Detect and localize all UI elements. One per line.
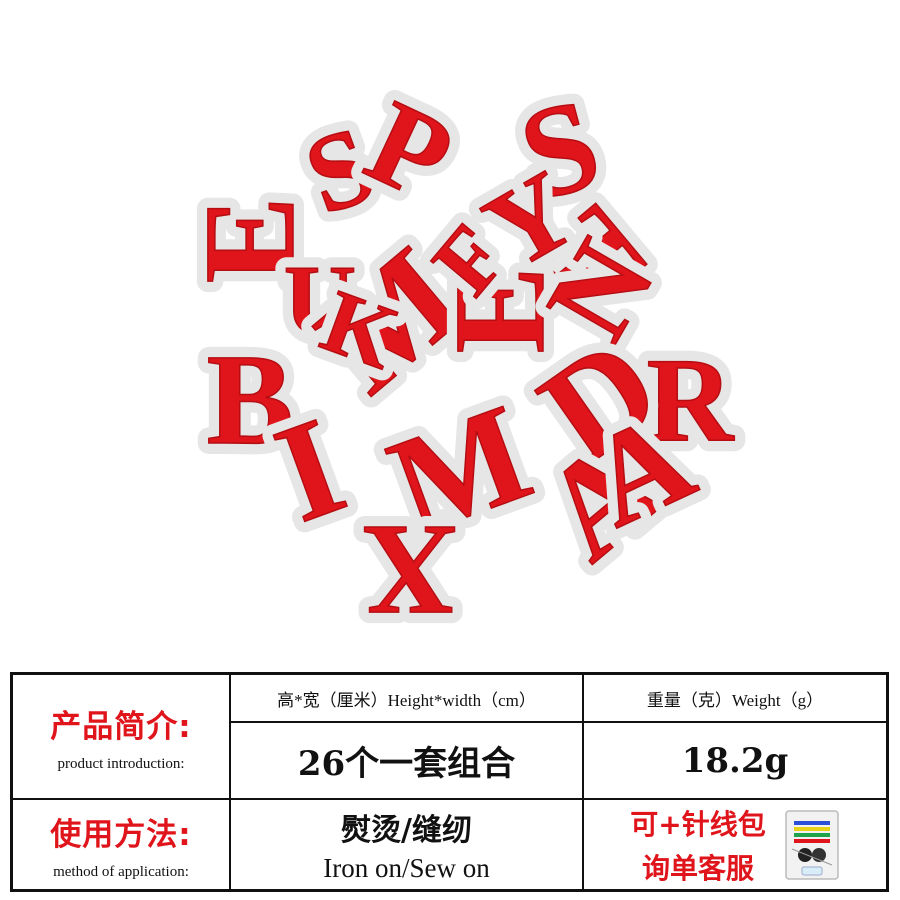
letter-patch-backing: R (647, 334, 735, 467)
extra-info-line2: 询单客服 (641, 851, 754, 885)
col-divider-2 (582, 675, 584, 889)
extra-info: 可+针线包 询单客服 (584, 800, 886, 889)
letter-patch-embroidery: P (349, 74, 472, 226)
method-label: 使用方法: method of application: (13, 800, 229, 889)
method-value: 熨烫/缝纫 Iron on/Sew on (231, 800, 582, 889)
row-divider (13, 798, 886, 800)
letter-patch-backing: E (428, 267, 572, 354)
letter-patch-embroidery: E (178, 197, 322, 284)
letter-patch-embroidery: B (207, 328, 294, 472)
method-label-en: method of application: (53, 863, 189, 880)
letter-patch-embroidery: E (428, 267, 572, 354)
sewing-kit-icon (784, 809, 839, 880)
letter-patch-backing: B (207, 328, 294, 472)
letter-patch: BB (196, 317, 305, 483)
letter-patch: PP (338, 63, 483, 237)
weight-value: 18.2g (681, 740, 789, 781)
letter-patch: EE (167, 186, 333, 295)
letter-patch-backing: U (284, 245, 356, 356)
letter-patch: XX (352, 487, 468, 653)
extra-info-text: 可+针线包 询单客服 (630, 803, 765, 887)
product-intro-label: 产品简介: product introduction: (13, 675, 229, 798)
method-label-cn: 使用方法: (50, 816, 192, 853)
letter-patch-embroidery: R (647, 334, 735, 467)
extra-info-line1: 可+针线包 (630, 807, 766, 841)
method-value-en: Iron on/Sew on (323, 853, 490, 883)
size-value: 26个一套组合 (297, 744, 516, 784)
letter-patch: RR (636, 323, 746, 478)
product-info-table: 产品简介: product introduction: 高*宽（厘米）Heigh… (10, 672, 889, 892)
letter-patch-embroidery: X (363, 498, 457, 642)
letter-patch: UU (273, 234, 367, 367)
product-intro-label-en: product introduction: (57, 755, 185, 772)
letter-patch: EE (417, 256, 583, 365)
header-divider (229, 721, 886, 723)
letter-patch-backing: X (363, 498, 457, 642)
product-intro-label-cn: 产品简介: (50, 708, 192, 745)
letter-patch-embroidery: U (284, 245, 356, 356)
size-header: 高*宽（厘米）Height*width（cm） (277, 690, 536, 710)
letter-patch-backing: E (178, 197, 322, 284)
col-divider-1 (229, 675, 231, 889)
weight-header: 重量（克）Weight（g） (646, 690, 824, 710)
method-value-cn: 熨烫/缝纫 (341, 813, 472, 848)
